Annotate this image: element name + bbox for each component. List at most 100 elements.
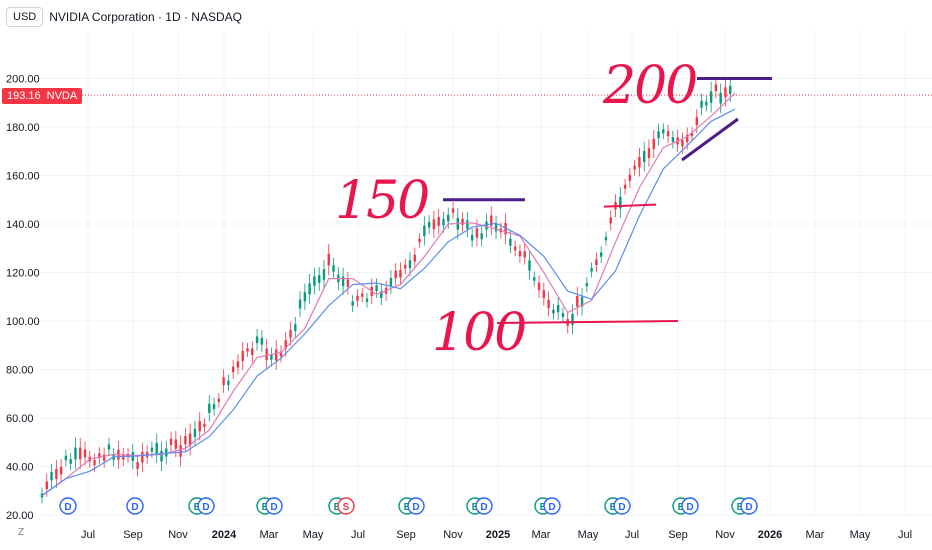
candle-body	[174, 439, 178, 449]
candle-body	[408, 260, 412, 269]
candle-body	[141, 451, 144, 463]
x-tick-label: Jul	[898, 529, 912, 541]
candle-body	[389, 277, 393, 287]
event-marker	[337, 497, 355, 515]
event-marker	[475, 497, 493, 515]
candle-body	[552, 309, 555, 314]
event-marker	[407, 497, 425, 515]
candle-body	[165, 448, 168, 457]
x-tick-label: 2024	[212, 529, 237, 541]
event-marker	[265, 497, 283, 515]
x-tick-label: May	[850, 529, 871, 541]
candle-body	[437, 217, 440, 226]
candle-body	[318, 274, 321, 283]
candle-body	[294, 324, 297, 332]
candle-body	[79, 447, 82, 460]
candle-body	[705, 101, 708, 106]
ma-fast-line	[41, 92, 736, 497]
x-tick-label: Mar	[806, 529, 825, 541]
x-tick-label: Nov	[443, 529, 463, 541]
event-marker	[613, 497, 631, 515]
candle-body	[451, 208, 455, 213]
candle-body	[208, 403, 211, 413]
candle-body	[375, 285, 378, 292]
candle-body	[356, 295, 359, 301]
candle-body	[313, 276, 316, 286]
candle-body	[83, 449, 87, 458]
event-marker-label: S	[343, 502, 350, 513]
candle-body	[198, 421, 201, 432]
candle-body	[647, 148, 651, 159]
candle-body	[274, 349, 278, 361]
candle-body	[284, 340, 287, 349]
candle-body	[442, 218, 445, 226]
candle-body	[642, 151, 646, 163]
candle-body	[571, 314, 574, 325]
candle-body	[351, 301, 354, 306]
candle-body	[188, 433, 192, 446]
y-tick-label: 40.00	[6, 462, 34, 474]
candle-body	[537, 282, 541, 291]
candle-body	[361, 293, 364, 297]
candle-body	[686, 134, 689, 143]
event-marker-label: D	[412, 502, 419, 513]
candle-body	[203, 423, 206, 428]
y-tick-label: 100.00	[6, 316, 40, 328]
x-tick-label: Jul	[625, 529, 639, 541]
event-marker-label: D	[686, 502, 693, 513]
candle-body	[64, 455, 68, 461]
x-tick-label: Jul	[351, 529, 365, 541]
candle-body	[93, 460, 96, 466]
candle-body	[98, 453, 101, 458]
x-tick-label: Nov	[715, 529, 735, 541]
candle-body	[609, 217, 612, 224]
symbol-title[interactable]: NVIDIA Corporation · 1D · NASDAQ	[49, 10, 242, 24]
candle-body	[380, 291, 383, 298]
currency-button[interactable]: USD	[6, 7, 44, 27]
event-marker-label: E	[472, 502, 479, 513]
candle-body	[298, 299, 302, 309]
candle-body	[528, 260, 531, 271]
event-marker	[197, 497, 215, 515]
candle-body	[556, 305, 560, 313]
candle-body	[308, 283, 311, 295]
candle-body	[74, 447, 77, 460]
candle-body	[160, 450, 163, 462]
candle-body	[690, 132, 694, 137]
handwritten-150: 150	[335, 171, 429, 231]
candle-body	[69, 459, 72, 464]
y-tick-label: 120.00	[6, 268, 40, 280]
x-tick-label: May	[303, 529, 324, 541]
event-marker	[740, 497, 758, 515]
candle-body	[599, 252, 603, 257]
candle-body	[729, 85, 732, 94]
event-marker-label: E	[678, 502, 685, 513]
event-marker-label: E	[540, 502, 547, 513]
timezone-label[interactable]: Z	[18, 527, 25, 538]
candle-body	[714, 84, 718, 92]
x-tick-label: Sep	[396, 529, 416, 541]
event-marker	[543, 497, 561, 515]
candle-body	[45, 481, 48, 490]
candle-body	[399, 270, 402, 278]
y-tick-label: 180.00	[6, 122, 40, 134]
candle-body	[423, 225, 426, 237]
candle-body	[255, 336, 259, 344]
x-tick-label: Sep	[123, 529, 143, 541]
candle-body	[547, 299, 550, 309]
event-marker-label: D	[64, 502, 71, 513]
event-marker	[59, 497, 77, 515]
event-marker-label: D	[618, 502, 625, 513]
candle-body	[542, 290, 546, 298]
y-tick-label: 60.00	[6, 413, 34, 425]
handwritten-200: 200	[602, 56, 697, 116]
event-marker-label: E	[404, 502, 411, 513]
candle-body	[671, 137, 675, 143]
candle-body	[485, 221, 488, 230]
candle-body	[461, 218, 464, 225]
candle-body	[719, 92, 722, 104]
last-price-value: 193.16	[7, 90, 41, 102]
event-marker-label: E	[610, 502, 617, 513]
candle-body	[509, 238, 512, 246]
